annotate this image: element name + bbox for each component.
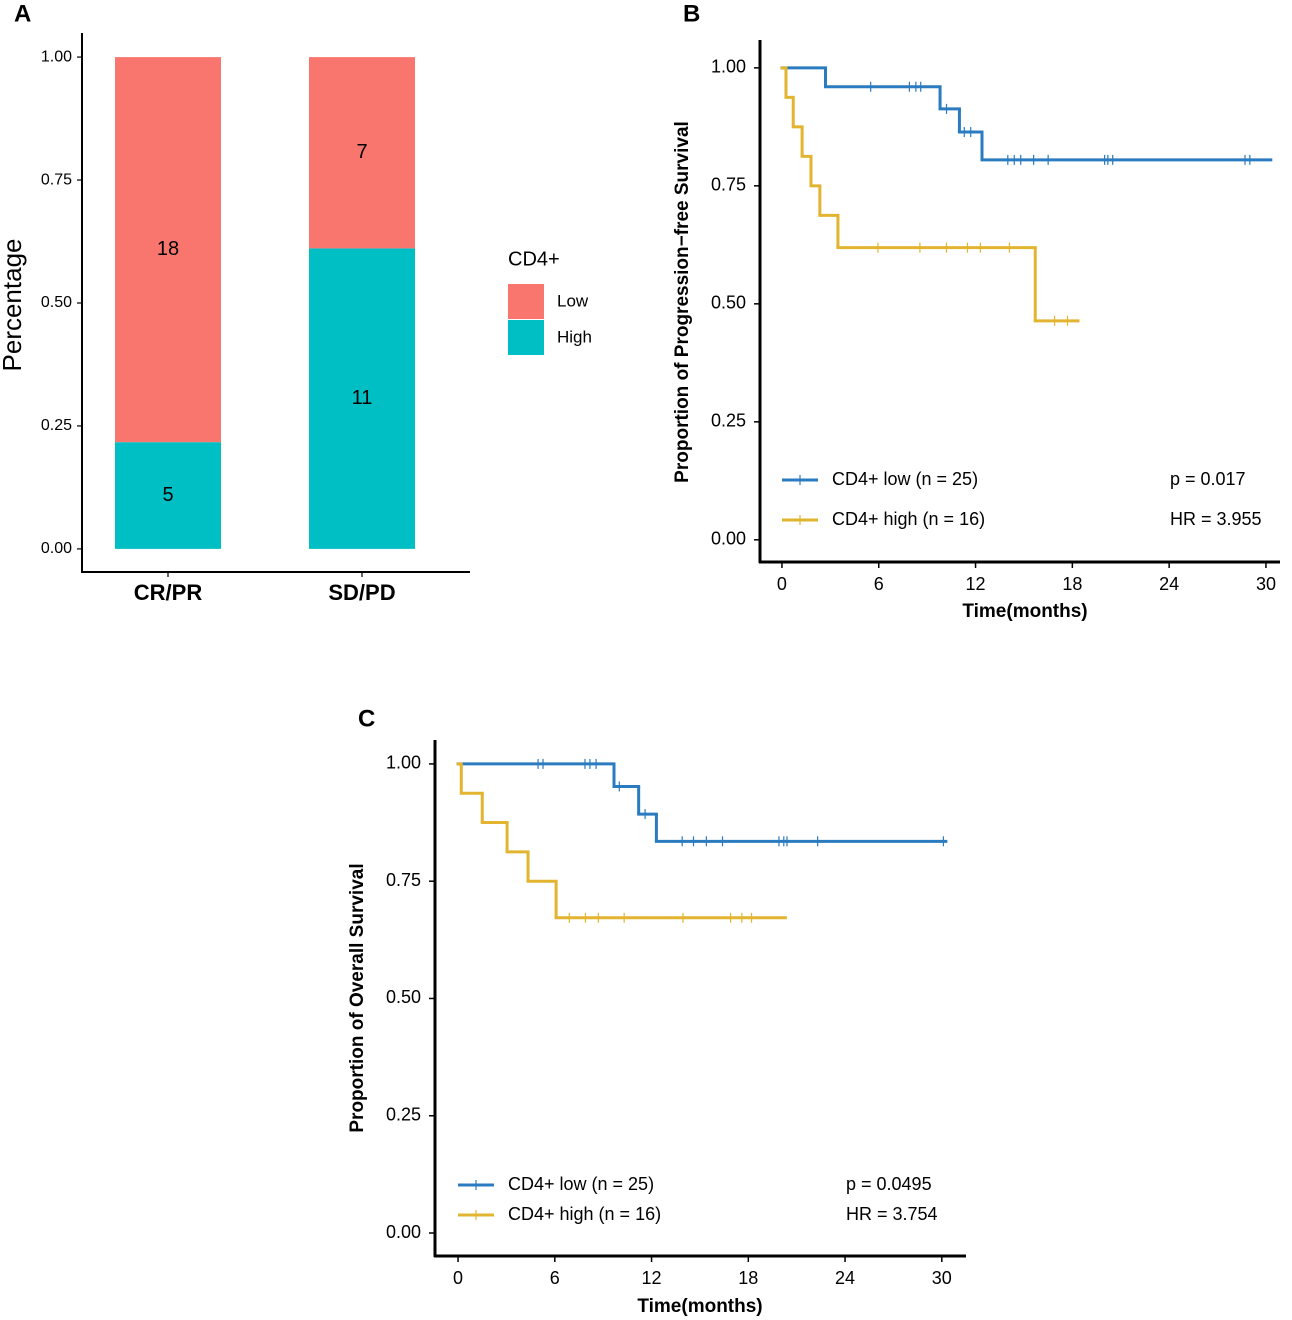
legend-swatch [508,320,544,355]
x-tick-label: 12 [642,1268,662,1288]
y-tick-label: 0.00 [711,529,746,549]
annotation: HR = 3.754 [846,1204,938,1224]
panel-label: B [683,0,700,27]
bar-segment [115,442,221,549]
y-tick-label: 0.75 [711,175,746,195]
bar-count-label: 7 [356,141,367,163]
legend-label: CD4+ low (n = 25) [508,1174,654,1194]
legend-label: CD4+ low (n = 25) [832,469,978,489]
x-axis-title: Time(months) [637,1296,762,1317]
x-tick-label: 6 [550,1268,560,1288]
legend-label: CD4+ high (n = 16) [832,509,985,529]
x-tick-label: 0 [453,1268,463,1288]
bar-segment [115,57,221,443]
x-tick-label: 0 [777,574,787,594]
bar-segment [309,57,415,249]
y-axis-title: Percentage [0,239,27,372]
bar-count-label: 11 [352,387,373,409]
panel-label: A [14,0,31,27]
annotation: p = 0.017 [1170,469,1246,489]
x-tick-label: 30 [1256,574,1276,594]
y-tick-label: 0.25 [41,417,72,434]
y-axis-title: Proportion of Overall Survival [347,863,368,1132]
x-tick-label: 30 [932,1268,952,1288]
x-tick-label: 6 [874,574,884,594]
legend-label: CD4+ high (n = 16) [508,1204,661,1224]
legend-title: CD4+ [508,248,560,270]
x-tick-label: 12 [966,574,986,594]
y-tick-label: 0.00 [386,1222,421,1242]
y-tick-label: 0.50 [711,293,746,313]
x-tick-label: 18 [1062,574,1082,594]
x-tick-label: SD/PD [328,580,395,605]
x-tick-label: CR/PR [134,580,203,605]
y-tick-label: 0.25 [386,1104,421,1124]
annotation: p = 0.0495 [846,1174,932,1194]
y-tick-label: 1.00 [711,57,746,77]
y-tick-label: 0.00 [41,540,72,557]
x-axis-title: Time(months) [962,601,1087,622]
y-axis-title: Proportion of Progression−free Survival [672,121,693,483]
y-tick-label: 0.25 [711,411,746,431]
y-tick-label: 1.00 [41,48,72,65]
bar-count-label: 5 [162,484,173,506]
bar-count-label: 18 [157,238,179,260]
x-tick-label: 18 [738,1268,758,1288]
legend-label: High [557,327,592,346]
bar-segment [309,248,415,549]
y-tick-label: 1.00 [386,753,421,773]
y-tick-label: 0.50 [41,294,72,311]
legend-label: Low [557,291,589,310]
x-tick-label: 24 [835,1268,855,1288]
annotation: HR = 3.955 [1170,509,1262,529]
legend-swatch [508,284,544,319]
x-tick-label: 24 [1159,574,1179,594]
y-tick-label: 0.75 [386,870,421,890]
y-tick-label: 0.75 [41,171,72,188]
panel-label: C [358,705,375,732]
y-tick-label: 0.50 [386,987,421,1007]
